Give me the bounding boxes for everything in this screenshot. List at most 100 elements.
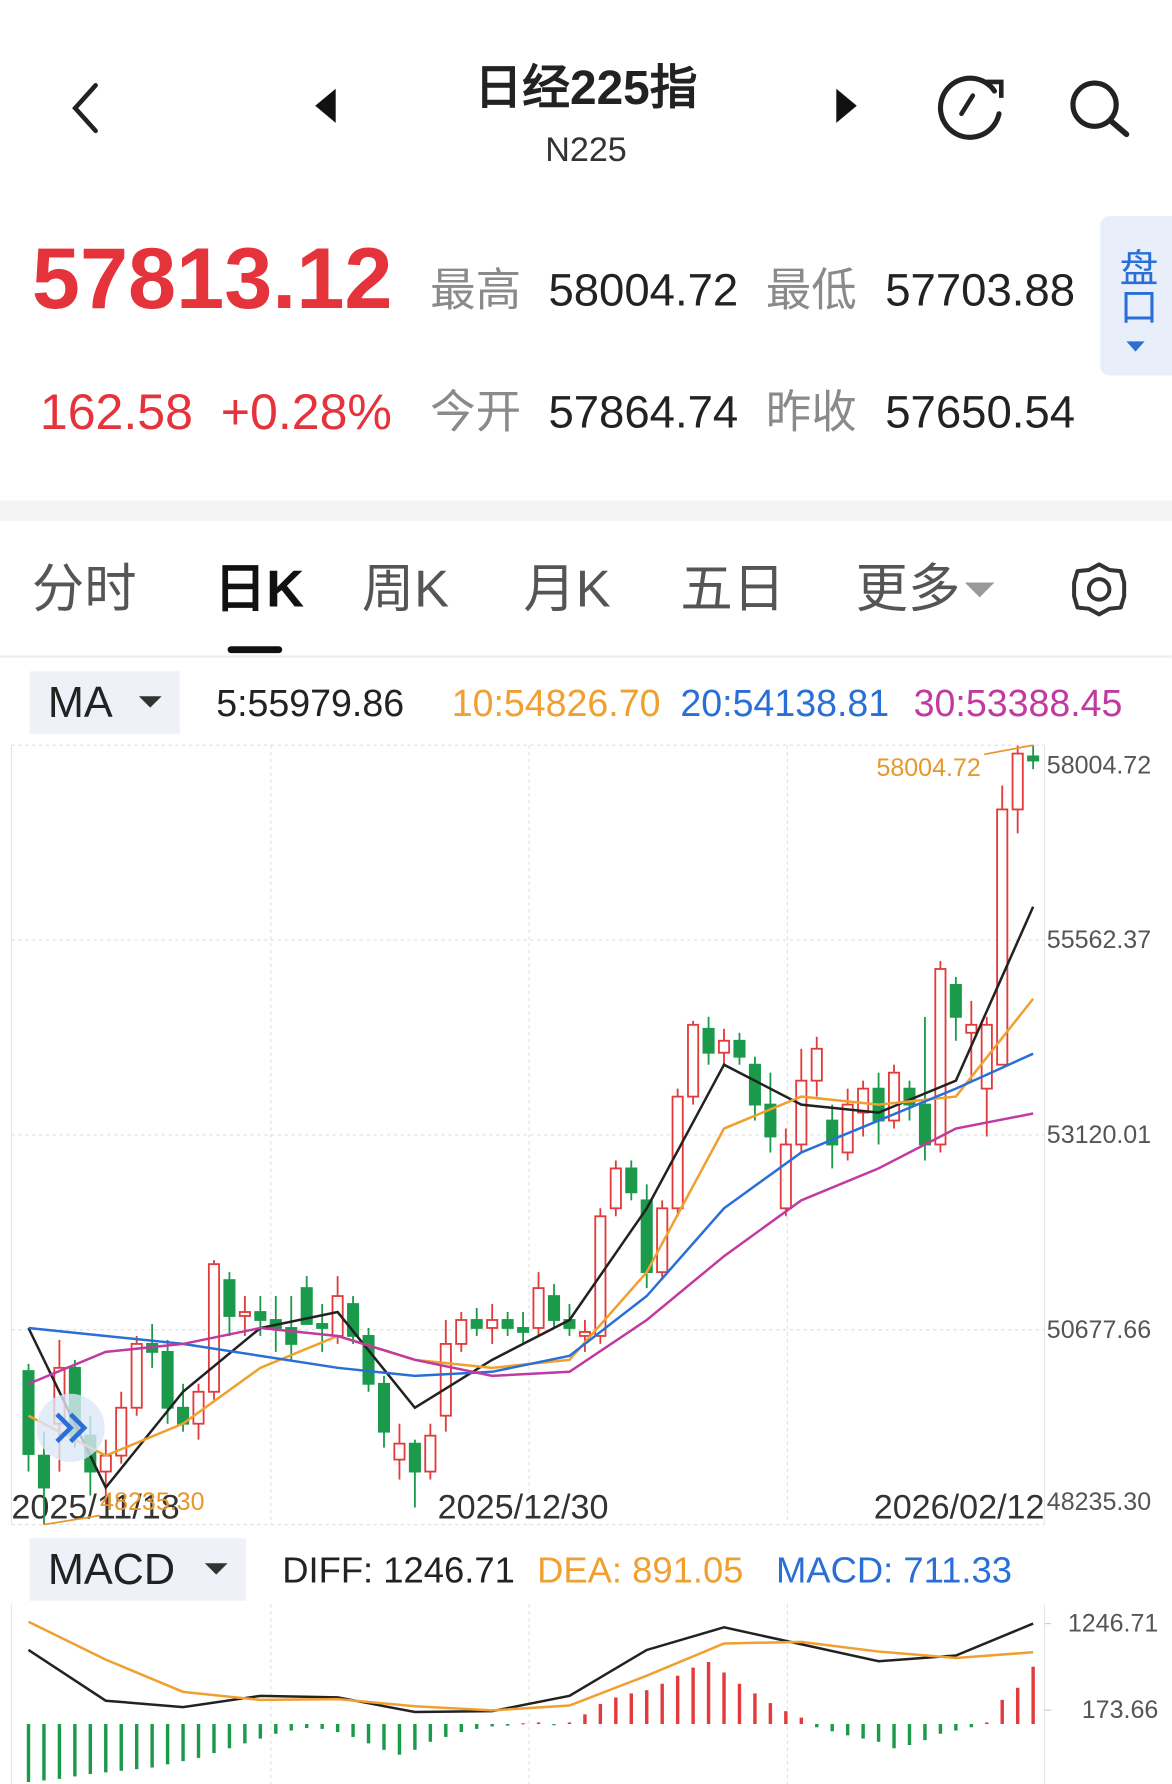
candle-body [764, 1103, 777, 1138]
x-tick-label: 2025/12/30 [438, 1489, 609, 1527]
ma-legend-item: 30:53388.45 [914, 682, 1123, 724]
tab[interactable]: 日K [214, 560, 304, 618]
annotation-leader [43, 1514, 101, 1526]
y-tick-label: 48235.30 [1047, 1488, 1151, 1516]
macd-bar [42, 1724, 46, 1781]
macd-bar [428, 1724, 433, 1742]
selector-bg [29, 1538, 246, 1601]
candle-body [439, 1343, 452, 1417]
macd-bar [73, 1724, 77, 1777]
diff-line [27, 1622, 1034, 1714]
annotation: 48235.30 [100, 1488, 204, 1516]
macd-bar [923, 1724, 927, 1741]
settings-button[interactable] [1072, 562, 1127, 617]
macd-bar [815, 1724, 819, 1728]
macd-legend-item: DEA: 891.05 [537, 1550, 743, 1591]
candle-body [918, 1103, 931, 1146]
tab-underline [227, 646, 283, 654]
tab[interactable]: 分时 [32, 560, 137, 618]
macd-bar [552, 1724, 556, 1726]
next-button[interactable] [836, 88, 857, 123]
macd-bar [876, 1724, 881, 1742]
macd-bar [212, 1724, 216, 1754]
tab[interactable]: 更多 [856, 560, 961, 618]
macd-bar [196, 1724, 201, 1758]
macd-bar [289, 1724, 293, 1731]
macd-bar [475, 1724, 479, 1729]
refresh-hand [959, 93, 976, 117]
candle-body [517, 1327, 530, 1333]
label: 今开 [430, 386, 521, 437]
macd-bar [490, 1724, 494, 1727]
macd-bar [382, 1724, 386, 1750]
candle-body [779, 1143, 792, 1210]
macd-bar [505, 1724, 510, 1726]
candle-body [254, 1311, 267, 1321]
candle-body [717, 1039, 731, 1054]
candle-body [470, 1319, 483, 1329]
y-tick-label: 50677.66 [1047, 1316, 1151, 1344]
ma-selector[interactable]: MA [29, 671, 180, 734]
macd-chart: 1246.71 173.66 [26, 1610, 1159, 1783]
search-button[interactable] [1070, 80, 1130, 138]
candle-body [99, 1454, 112, 1473]
y-tick-label: 1246.71 [1068, 1610, 1158, 1638]
collapse-button[interactable] [36, 1393, 105, 1463]
y-tick-label: 173.66 [1082, 1696, 1159, 1724]
macd-bar [397, 1724, 402, 1755]
macd-bar [907, 1724, 912, 1746]
ma-legend-item: 10:54826.70 [452, 682, 661, 724]
macd-bar [985, 1722, 989, 1725]
candle-body [455, 1319, 468, 1345]
candle-body [547, 1295, 561, 1321]
macd-bar [320, 1724, 324, 1729]
macd-bar [26, 1724, 31, 1783]
tab[interactable]: 月K [523, 560, 610, 618]
macd-bar [165, 1724, 170, 1765]
tab[interactable]: 五日 [680, 560, 785, 618]
macd-selector[interactable]: MACD [29, 1538, 246, 1601]
macd-bar [722, 1672, 726, 1725]
label: 最低 [766, 265, 857, 316]
macd-bar [675, 1675, 680, 1725]
candle-body [702, 1027, 715, 1054]
macd-bar [614, 1697, 618, 1725]
side-tab[interactable]: 盘口 [1100, 216, 1172, 376]
selector-label: MACD [48, 1546, 175, 1594]
macd-bar [1015, 1687, 1020, 1725]
macd-bar [567, 1722, 572, 1725]
macd-legend-item: MACD: 711.33 [776, 1550, 1012, 1591]
macd-bar [536, 1722, 541, 1725]
macd-bar [737, 1683, 742, 1725]
title: 日经225指 [475, 62, 698, 115]
candle-body [934, 968, 947, 1146]
macd-bar [861, 1724, 865, 1739]
gear [1072, 562, 1127, 617]
candle-body [841, 1103, 854, 1154]
candle-body [115, 1406, 128, 1457]
macd-bar [227, 1724, 232, 1749]
annotation: 58004.72 [876, 754, 980, 782]
refresh-arrow [985, 79, 1004, 98]
candle-body [640, 1199, 653, 1274]
macd-bar [830, 1724, 834, 1732]
x-tick-label: 2025/11/18 [11, 1489, 179, 1527]
candle-body [223, 1279, 236, 1317]
macd-legend-item: DIFF: 1246.71 [282, 1550, 515, 1591]
candle-body [285, 1327, 298, 1345]
macd-bar [274, 1724, 278, 1734]
candle-body [532, 1287, 545, 1329]
tab[interactable]: 周K [362, 560, 449, 618]
code: N225 [545, 131, 627, 169]
side-tab-label: 盘口 [1114, 248, 1157, 325]
back-button[interactable] [72, 83, 98, 134]
prev-button[interactable] [315, 88, 336, 123]
refresh-button[interactable] [937, 75, 1004, 140]
macd-bar [1031, 1666, 1035, 1725]
candle-body [37, 1454, 50, 1489]
macd-bar [954, 1724, 958, 1731]
macd-bar [598, 1703, 603, 1725]
ma-line [27, 997, 1035, 1458]
candle-body [1027, 755, 1040, 762]
